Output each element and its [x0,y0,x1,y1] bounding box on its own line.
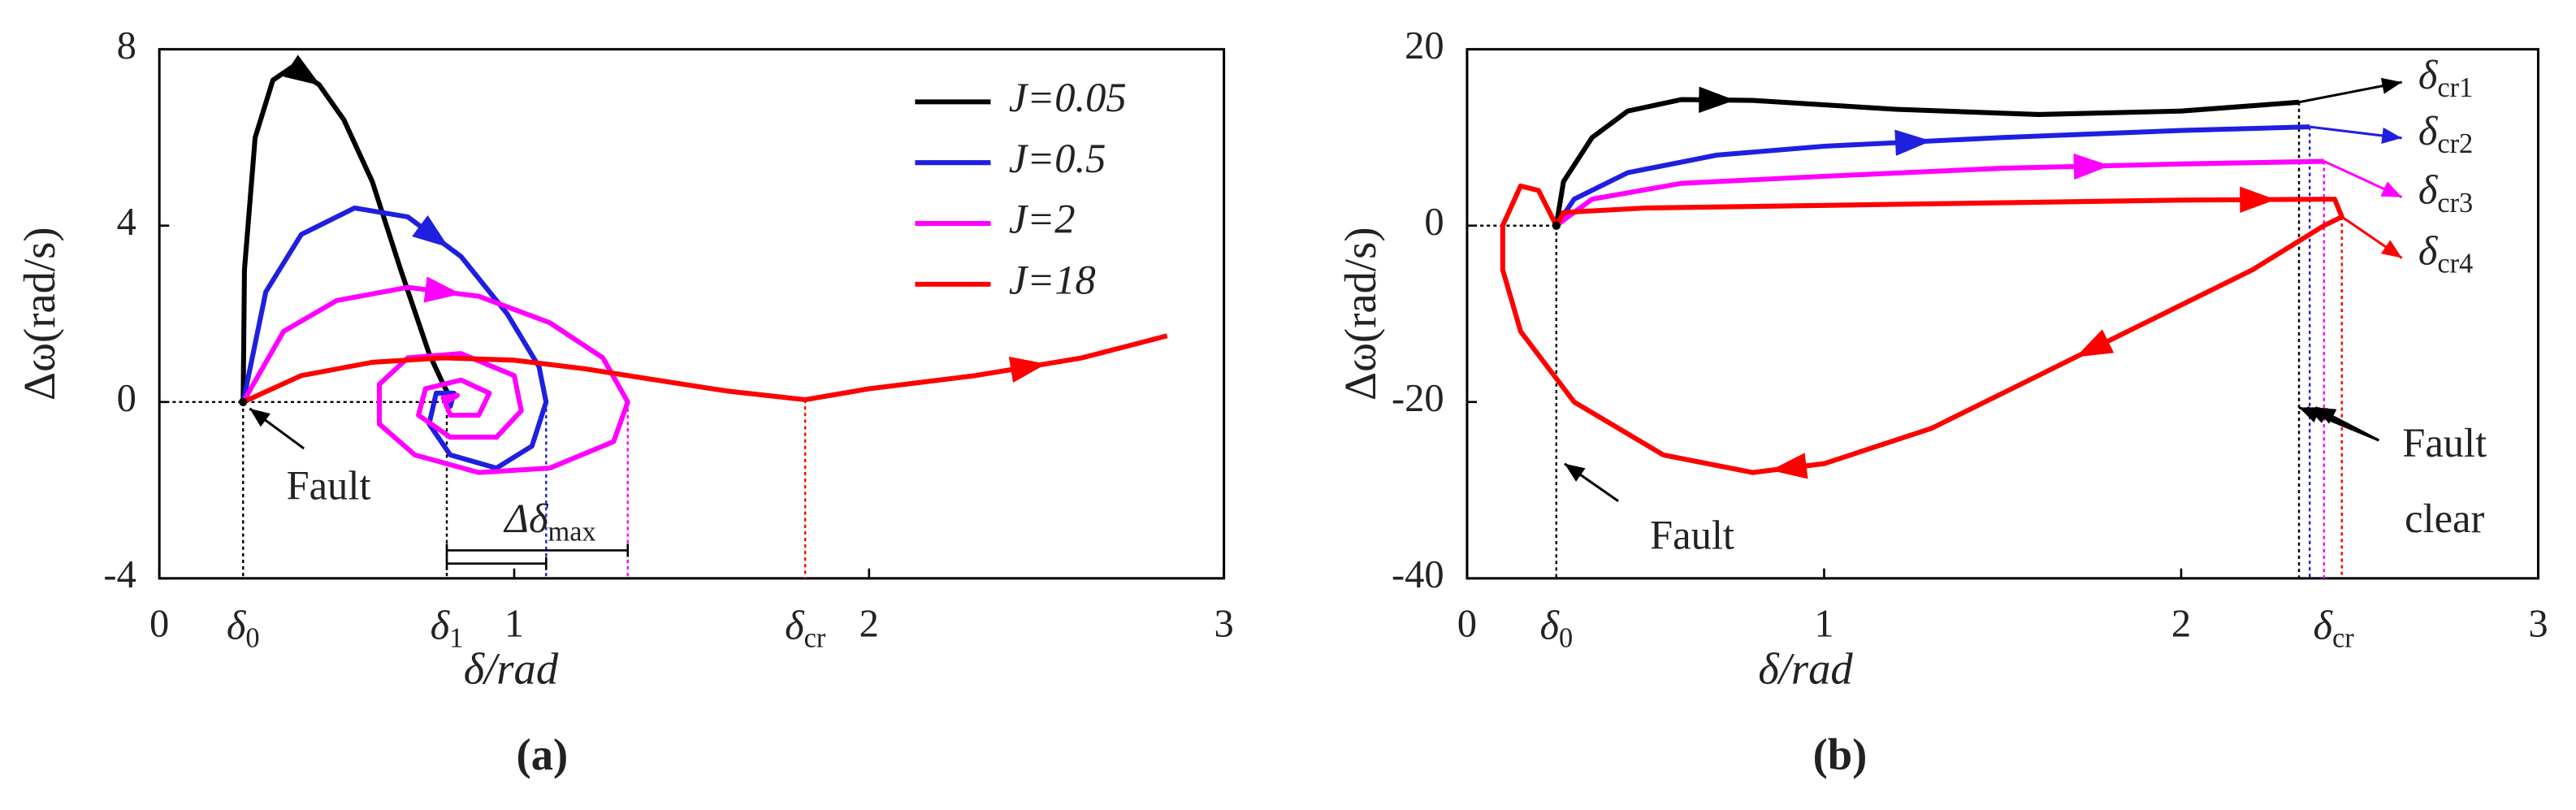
annotation-arrow-head [249,408,271,427]
direction-arrow [2073,153,2111,180]
annotation-text: δ [227,602,247,648]
legend-label: J=0.5 [1009,136,1106,181]
direction-arrow [283,54,321,86]
legend-label: J=18 [1009,257,1096,302]
direction-arrow [2076,329,2115,357]
y-tick-label: -20 [1392,377,1444,420]
annotation: Fault [287,462,371,508]
annotation-arrow-head [2381,127,2402,145]
annotation-text: δ [2313,602,2333,648]
annotation-text: δ [785,602,805,648]
series-line [1554,124,2310,227]
annotation-text: δ [2418,52,2439,97]
annotation-sub: cr4 [2437,249,2473,279]
annotation: Fault [2402,420,2487,466]
annotation: δcr [785,602,826,653]
direction-arrow [1894,129,1932,156]
series-line [1554,158,2324,228]
annotation-arrow-head [2380,240,2402,258]
annotation-sub: cr [2332,623,2354,654]
annotation-text: δ [2418,107,2439,153]
annotation-sub: cr3 [2437,188,2473,219]
annotation-sub: cr [804,623,826,654]
annotation-sub: 1 [449,623,463,654]
annotation-text: δ [2418,227,2439,273]
annotation-text: δ [2418,167,2439,212]
x-tick-label: 3 [1214,603,1233,646]
y-tick-label: 0 [117,377,136,420]
legend-label: J=2 [1009,197,1076,242]
y-tick-label: -4 [103,553,136,596]
annotation: Δδmax [503,496,595,547]
annotation: δcr3 [2418,167,2473,218]
x-tick-label: 0 [149,603,169,646]
direction-arrow [412,215,449,248]
start-point [1552,221,1561,230]
annotation-arrow-head [2380,181,2402,197]
direction-arrow [1008,357,1047,383]
series-line [242,333,1168,405]
annotation-sub: 0 [245,623,259,654]
annotation: δcr1 [2418,52,2473,103]
y-tick-label: 8 [117,24,136,67]
annotation: δ1 [431,602,464,653]
x-tick-label: 3 [2528,603,2548,646]
x-tick-label: 2 [859,603,879,646]
annotation: δcr [2313,602,2354,653]
y-tick-label: 20 [1405,24,1444,67]
series-line [1500,183,2344,475]
annotation: clear [2405,496,2484,541]
x-tick-label: 2 [2171,603,2191,646]
annotation-text: δ [1539,602,1560,648]
annotation-arrow-head [1564,463,1586,482]
plot-frame [1466,48,2539,580]
annotation-text: δ [431,602,451,648]
series-line [240,205,549,471]
annotation-sub: cr1 [2437,72,2473,103]
direction-arrow [2240,186,2276,214]
y-axis-label: Δω(rad/s) [15,227,64,401]
annotation-arrow-head [2380,77,2402,94]
annotation-text: Fault [1650,512,1734,557]
annotation-text: clear [2405,496,2484,541]
annotation: Fault [1650,512,1734,557]
caption: (a) [517,730,569,779]
annotation-sub: 0 [1559,623,1573,654]
annotation: δ0 [1539,602,1573,653]
annotation-text: Fault [2402,420,2487,466]
annotation-text: Δδ [503,496,549,541]
annotation-sub: cr2 [2437,128,2473,159]
x-tick-label: 1 [1814,603,1834,646]
legend-label: J=0.05 [1009,75,1127,120]
direction-arrow [1699,86,1735,113]
y-tick-label: 4 [117,201,136,244]
x-axis-label: δ/rad [464,644,559,694]
direction-arrow [1770,453,1808,479]
x-tick-label: 0 [1457,603,1477,646]
plot-frame [158,48,1226,580]
x-tick-label: 1 [504,603,524,646]
direction-arrow [423,276,461,303]
annotation-sub: max [548,516,595,547]
caption: (b) [1813,730,1868,779]
y-tick-label: 0 [1424,201,1444,244]
y-axis-label: Δω(rad/s) [1336,227,1385,401]
annotation: δcr2 [2418,107,2473,158]
annotation: δ0 [227,602,260,653]
annotation: δcr4 [2418,227,2473,279]
x-axis-label: δ/rad [1758,644,1853,694]
start-point [239,397,248,406]
y-tick-label: -40 [1392,553,1444,596]
annotation-arrow-head [2315,407,2337,424]
annotation-text: Fault [287,462,371,508]
